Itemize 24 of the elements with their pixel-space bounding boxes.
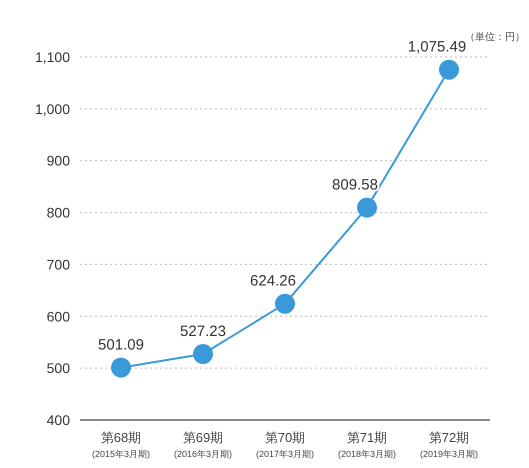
data-label: 501.09 (98, 336, 144, 354)
point (275, 294, 295, 314)
point (193, 344, 213, 364)
point (111, 358, 131, 378)
y-tick-label: 1,100 (34, 49, 70, 65)
y-tick-label: 400 (46, 412, 70, 428)
data-label: 809.58 (332, 176, 378, 194)
point (439, 60, 459, 80)
x-tick-label: 第72期 (2019年3月期) (420, 430, 478, 459)
x-tick-label: 第69期 (2016年3月期) (174, 430, 232, 459)
data-label: 527.23 (180, 323, 226, 340)
y-tick-label: 500 (46, 360, 70, 376)
x-tick-label: 第71期 (2018年3月期) (338, 430, 396, 459)
x-tick-label: 第70期 (2017年3月期) (256, 430, 314, 459)
point (357, 198, 377, 218)
data-label: 624.26 (250, 272, 296, 290)
data-label: 1,075.49 (408, 38, 466, 56)
y-tick-label: 900 (46, 152, 70, 169)
x-tick-label: 第68期 (2015年3月期) (92, 430, 150, 459)
y-tick-label: 800 (46, 204, 70, 221)
y-tick-label: 700 (46, 256, 70, 272)
y-tick-label: 1,000 (34, 100, 70, 117)
text: （単位：円） (465, 31, 525, 43)
y-tick-label: 600 (46, 308, 70, 324)
